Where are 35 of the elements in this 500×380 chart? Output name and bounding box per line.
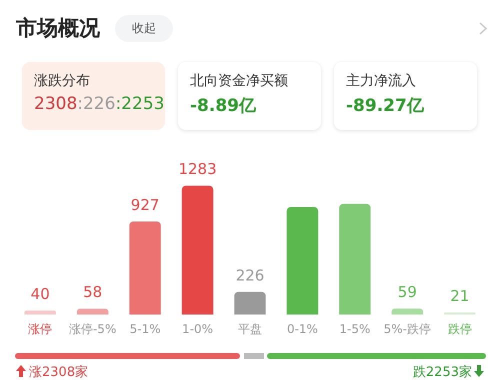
text: 主力净流入 [346,72,417,90]
data-label: 21 [450,286,470,305]
text: 北向资金净买额 [190,72,289,90]
x-tick-label: 5-1% [130,322,161,336]
bar [24,310,56,315]
data-label: 1283 [178,160,217,178]
x-tick-label: 1-5% [339,322,370,336]
data-label: 59 [398,283,417,302]
bar [339,204,371,315]
text: 2308:226:2253 [34,94,164,114]
x-tick-label: 涨停 [28,322,52,336]
chart-title: 市场概况 [16,15,100,42]
bar [444,312,476,315]
text: -89.27亿 [346,95,425,117]
bar [76,308,108,315]
data-label: 58 [83,283,102,302]
x-tick-label: 1-0% [182,322,214,336]
bar [129,222,161,315]
x-tick-label: 平盘 [238,322,262,336]
x-tick-label: 5%-跌停 [384,322,432,336]
data-label: 226 [236,266,264,284]
text: 收起 [115,15,173,42]
bar [182,186,214,315]
text: 涨2308家 [29,364,88,380]
bar [234,292,266,315]
data-label: 927 [130,196,160,214]
bar [286,207,318,315]
text: 涨跌分布 [34,72,91,90]
text: 跌2253家 [412,364,472,380]
x-tick-label: 跌停 [448,322,472,336]
bar [392,308,424,315]
x-tick-label: 涨停-5% [68,322,116,336]
text: -8.89亿 [190,95,257,117]
x-tick-label: 0-1% [286,322,318,336]
data-label: 40 [30,284,50,303]
